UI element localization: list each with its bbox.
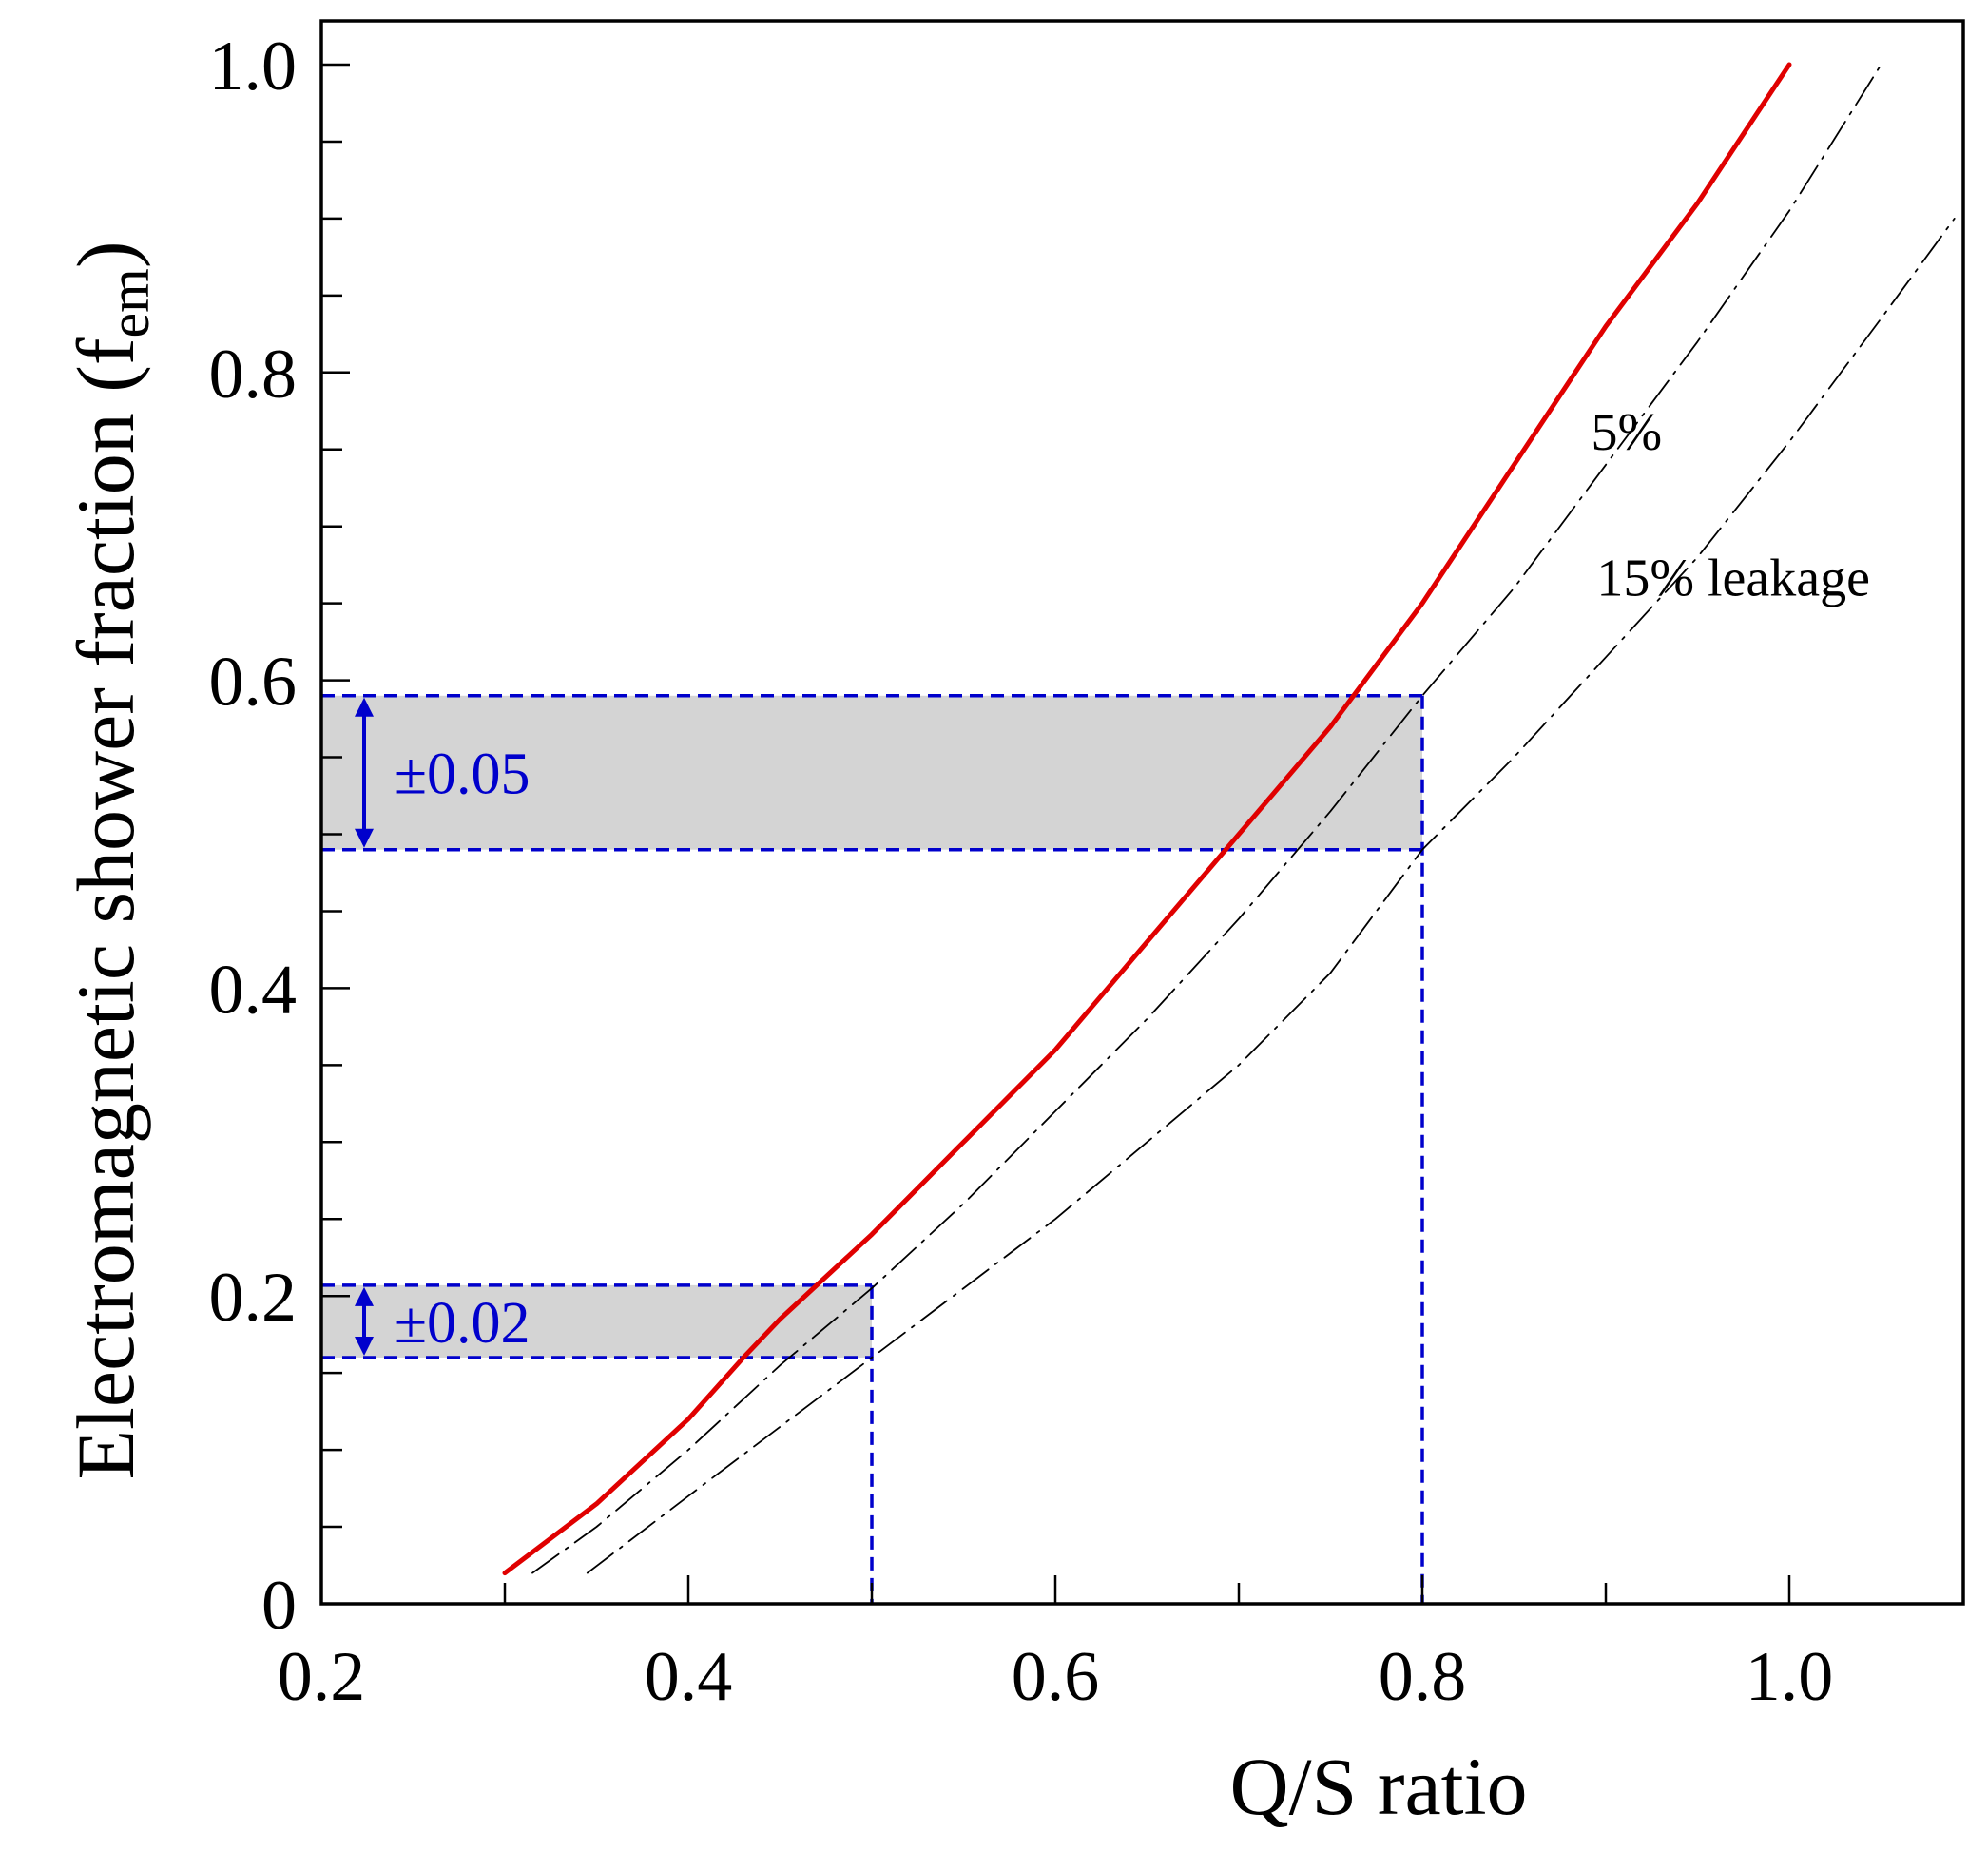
series-line-15-leakage — [586, 217, 1956, 1574]
band-label-1: ±0.05 — [395, 742, 531, 807]
series-layer — [502, 62, 1956, 1576]
x-tick-label: 0.6 — [1012, 1638, 1100, 1716]
band-arrow-head-up-1 — [355, 697, 374, 717]
curve-annotation-0: 5% — [1592, 403, 1663, 462]
guides-layer: ±0.02 ±0.05 — [321, 694, 1424, 1604]
bands-layer — [321, 695, 1422, 1358]
y-tick-label: 0 — [261, 1567, 297, 1645]
y-tick-label: 0.4 — [209, 951, 298, 1029]
plot-frame — [319, 19, 1965, 1606]
x-axis-title: Q/S ratio — [1230, 1741, 1528, 1832]
band-1 — [321, 695, 1422, 850]
y-axis-title-close: ) — [60, 241, 151, 268]
annotations-layer: 5% 15% leakage — [1592, 403, 1870, 608]
x-tick-label: 1.0 — [1746, 1638, 1834, 1716]
y-axis-title-subscript: em — [98, 268, 161, 337]
ticklabels-layer: 00.20.40.60.81.00.2 0.4 0.6 0.8 1.0 — [209, 28, 1834, 1716]
y-axis-title: Electromagnetic shower fraction (fem) — [60, 241, 161, 1479]
x-tick-label: 0.2 — [278, 1638, 366, 1716]
band-arrow-head-up-0 — [355, 1286, 374, 1306]
ticks-layer — [321, 63, 1791, 1606]
y-axis-title-main: Electromagnetic shower fraction (f — [60, 337, 151, 1479]
x-tick-label: 0.8 — [1379, 1638, 1467, 1716]
y-tick-label: 1.0 — [209, 28, 298, 106]
band-label-0: ±0.02 — [395, 1291, 531, 1356]
band-arrow-head-down-1 — [355, 828, 374, 848]
series-line-0 — [502, 62, 1792, 1576]
y-tick-label: 0.6 — [209, 644, 298, 722]
series-line-5- — [531, 64, 1882, 1574]
y-tick-label: 0.8 — [209, 336, 298, 414]
x-tick-label: 0.4 — [645, 1638, 733, 1716]
band-arrow-head-down-0 — [355, 1336, 374, 1356]
curve-annotation-1: 15% leakage — [1596, 550, 1870, 608]
y-tick-label: 0.2 — [209, 1259, 298, 1337]
